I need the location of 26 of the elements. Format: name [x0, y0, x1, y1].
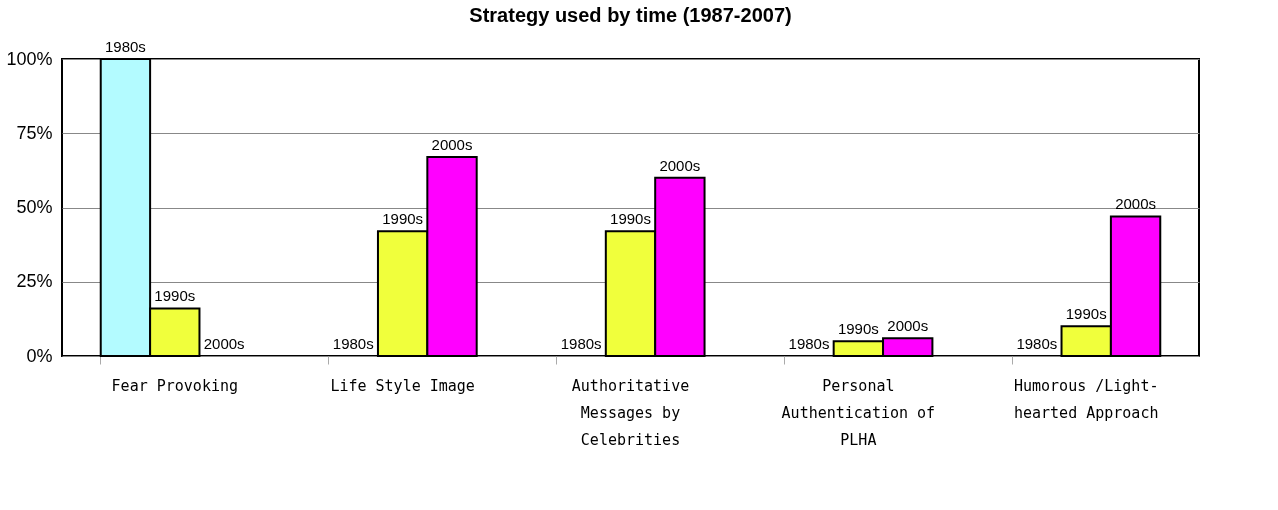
y-tick-label: 75% [16, 122, 53, 143]
series-label: 1990s [154, 287, 196, 305]
x-tick-label: Humorous /Light-hearted Approach [1013, 376, 1159, 422]
text: 2000s [887, 317, 929, 335]
text: 1980s [788, 335, 830, 352]
x-tick-label: Fear Provoking [111, 376, 239, 395]
y-tick-label: 25% [16, 271, 53, 292]
text: 2000s [203, 335, 245, 352]
text: 1980s [332, 335, 374, 352]
series-label: 1980s [104, 38, 146, 55]
text: 1990s [382, 210, 424, 228]
text: 1990s [837, 320, 879, 338]
text: 1980s [1016, 335, 1058, 352]
x-tick-label: Personal Authentication of PLHA [781, 376, 936, 449]
y-tick-label: 100% [6, 48, 53, 69]
text: 2000s [659, 156, 701, 174]
y-tick-label: 50% [16, 197, 53, 217]
x-tick-label: Authoritative Messages by Celebrities [571, 376, 690, 449]
text: 1980s [560, 335, 602, 352]
chart-title: Strategy used by time (1987-2007) [469, 4, 792, 26]
y-tick-label: 0% [26, 345, 53, 366]
text: 2000s [1115, 195, 1157, 213]
text: 1990s [1065, 305, 1107, 323]
text: 1990s [610, 210, 651, 228]
series-label: 2000s [431, 136, 473, 154]
x-tick-label: Life Style Image [330, 376, 475, 395]
